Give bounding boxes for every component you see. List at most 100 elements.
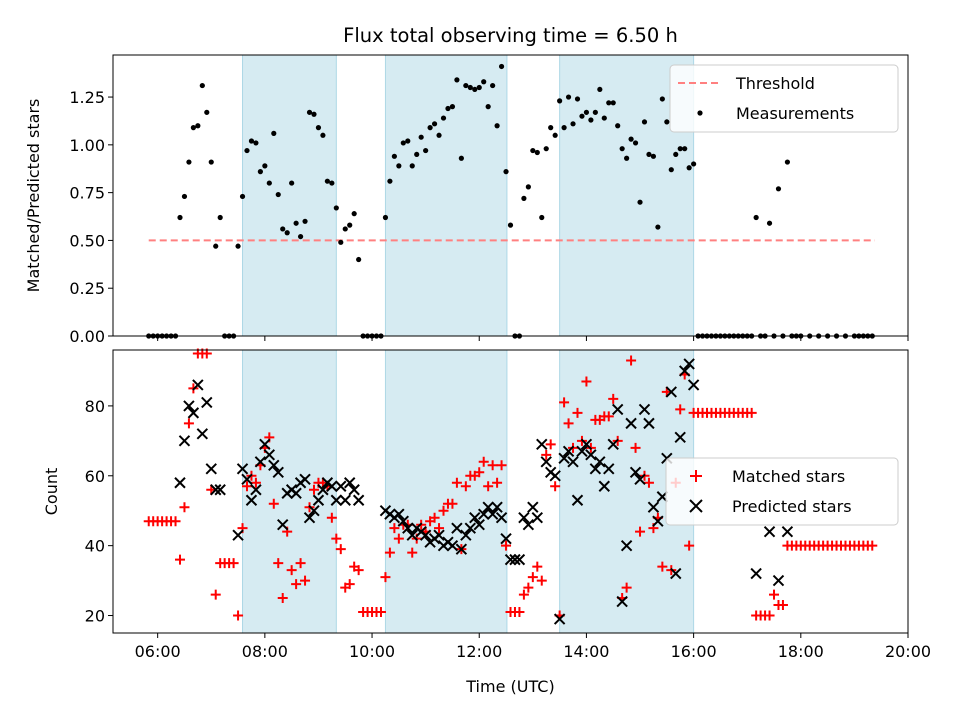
data-point (409, 163, 415, 169)
data-point (764, 610, 775, 621)
data-point (552, 132, 558, 138)
data-point (458, 155, 464, 161)
x-tick-label: 10:00 (349, 642, 395, 661)
shaded-interval (384, 54, 508, 337)
data-point (454, 77, 460, 83)
data-point (284, 230, 290, 236)
data-point (286, 565, 297, 576)
data-point (402, 522, 414, 534)
data-point (530, 147, 536, 154)
y-tick-label: 1.25 (69, 88, 105, 107)
data-point (254, 456, 267, 468)
data-point (527, 572, 538, 583)
data-point (507, 222, 514, 228)
data-point (380, 572, 391, 583)
data-point (500, 532, 512, 545)
data-point (513, 553, 526, 566)
data-point (769, 589, 780, 600)
data-point (474, 467, 485, 478)
data-point (534, 149, 540, 156)
data-point (174, 477, 186, 489)
y-tick-label: 0.00 (69, 327, 105, 346)
data-point (434, 523, 445, 534)
data-point (652, 515, 664, 527)
data-point (217, 214, 223, 221)
data-point (445, 105, 451, 112)
data-point (559, 397, 570, 408)
data-point (677, 146, 683, 152)
data-point (588, 117, 594, 123)
data-point (406, 529, 418, 541)
data-point (351, 211, 357, 217)
data-point (271, 130, 277, 136)
data-point (275, 191, 281, 198)
axes-frame (112, 54, 909, 337)
data-point (632, 140, 639, 146)
data-point (867, 540, 878, 551)
data-point (344, 579, 355, 590)
data-point (384, 547, 395, 558)
data-point (389, 523, 400, 534)
data-point (668, 167, 674, 173)
legend: Matched stars Predicted stars (665, 457, 899, 526)
data-point (451, 522, 463, 534)
data-point (464, 522, 477, 534)
legend-label: Measurements (736, 104, 854, 123)
data-point (418, 134, 424, 140)
data-point (523, 582, 534, 593)
data-point (320, 132, 326, 138)
data-point (536, 575, 547, 586)
data-point (257, 169, 263, 175)
data-point (603, 411, 614, 422)
data-point (638, 403, 651, 416)
legend-label: Predicted stars (732, 497, 852, 516)
data-point (620, 539, 633, 552)
data-point (476, 84, 482, 91)
data-point (610, 100, 616, 106)
data-point (326, 480, 338, 492)
data-point (603, 463, 615, 475)
data-point (539, 214, 545, 221)
data-point (579, 113, 585, 119)
data-point (407, 547, 418, 558)
legend-swatch (689, 499, 703, 513)
data-point (174, 554, 185, 565)
data-point (637, 199, 643, 205)
data-point (273, 558, 284, 569)
data-point (585, 449, 597, 461)
x-tick-label: 12:00 (456, 642, 502, 661)
legend-box (669, 64, 899, 133)
data-point (315, 125, 322, 131)
data-point (241, 481, 252, 492)
data-point (393, 508, 405, 520)
data-point (565, 94, 572, 100)
data-point (487, 460, 498, 471)
data-point (297, 233, 304, 240)
data-point (592, 109, 598, 115)
data-point (691, 161, 697, 167)
shaded-interval (384, 349, 508, 634)
legend-label: Matched stars (732, 467, 845, 486)
data-point (571, 494, 584, 506)
data-point (485, 104, 491, 110)
data-point (266, 180, 272, 186)
data-point (570, 121, 576, 127)
data-point (501, 540, 512, 551)
data-point (331, 533, 342, 544)
data-point (777, 600, 788, 611)
data-point (170, 516, 181, 527)
data-point (235, 243, 241, 249)
y-tick-label: 0.50 (69, 231, 105, 250)
data-point (280, 226, 286, 232)
data-point (241, 473, 253, 485)
data-point (576, 445, 588, 458)
data-point (766, 220, 773, 226)
data-point (268, 459, 280, 472)
data-point (467, 84, 473, 91)
data-point (190, 125, 196, 131)
data-point (205, 463, 217, 475)
data-point (750, 567, 762, 580)
data-point (483, 481, 494, 492)
legend: Threshold Measurements (669, 64, 899, 133)
data-point (630, 442, 641, 453)
